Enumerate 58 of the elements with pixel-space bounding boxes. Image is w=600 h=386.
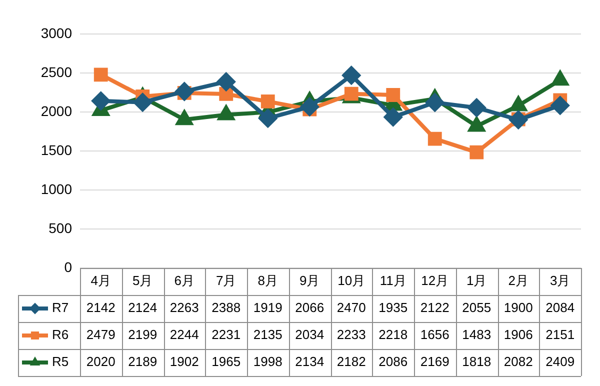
data-label: 2086 xyxy=(378,354,408,370)
data-label: 2409 xyxy=(546,354,575,370)
legend-label: R5 xyxy=(52,354,69,370)
data-label: 2263 xyxy=(170,300,199,316)
x-tick-label: 12月 xyxy=(421,273,449,288)
data-label: 2189 xyxy=(128,354,158,370)
data-label: 1935 xyxy=(378,300,408,316)
y-tick-label: 2000 xyxy=(40,102,72,119)
x-tick-label: 4月 xyxy=(90,273,111,288)
data-label: 1902 xyxy=(170,354,199,370)
x-tick-label: 10月 xyxy=(338,273,366,288)
data-label: 2034 xyxy=(295,327,324,342)
data-label: 1818 xyxy=(462,354,492,370)
x-tick-label: 7月 xyxy=(216,273,236,288)
data-label: 1919 xyxy=(253,300,282,316)
data-label: 2066 xyxy=(295,300,324,316)
data-label: 2218 xyxy=(378,327,408,342)
y-tick-label: 1500 xyxy=(40,142,72,158)
data-label: 1998 xyxy=(253,354,282,370)
y-tick-label: 500 xyxy=(48,220,72,236)
data-label: 1656 xyxy=(420,327,450,342)
y-tick-label: 3000 xyxy=(40,24,72,41)
data-label: 1900 xyxy=(504,300,533,316)
x-tick-label: 5月 xyxy=(132,273,153,288)
x-tick-label: 9月 xyxy=(300,273,320,288)
x-tick-label: 3月 xyxy=(550,273,570,288)
data-label: 2135 xyxy=(253,327,282,342)
data-label: 2142 xyxy=(86,300,116,316)
data-label: 2084 xyxy=(546,300,575,316)
data-label: 2233 xyxy=(336,327,366,342)
data-label: 2055 xyxy=(462,300,492,316)
data-label: 2479 xyxy=(86,327,116,342)
data-label: 1906 xyxy=(504,327,533,342)
y-tick-label: 1000 xyxy=(40,180,72,197)
data-label: 2134 xyxy=(295,354,324,370)
x-tick-label: 2月 xyxy=(508,273,528,288)
data-label: 2182 xyxy=(336,354,366,370)
legend-label: R7 xyxy=(52,300,69,316)
data-label: 2388 xyxy=(212,300,241,316)
data-label: 2151 xyxy=(546,327,575,342)
y-tick-label: 0 xyxy=(64,258,72,275)
data-label: 2082 xyxy=(504,354,533,370)
data-label: 2122 xyxy=(420,300,450,316)
data-label: 2244 xyxy=(170,327,199,342)
x-tick-label: 8月 xyxy=(258,273,278,288)
data-label: 1483 xyxy=(462,327,492,342)
data-label: 1965 xyxy=(212,354,241,370)
data-label: 2020 xyxy=(86,354,116,370)
data-label: 2169 xyxy=(420,354,450,370)
data-label: 2470 xyxy=(336,300,366,316)
data-label: 2199 xyxy=(128,327,158,342)
x-tick-label: 11月 xyxy=(380,273,406,288)
data-label: 2231 xyxy=(212,327,241,342)
data-label: 2124 xyxy=(128,300,158,316)
y-tick-label: 2500 xyxy=(40,64,72,80)
x-tick-label: 6月 xyxy=(174,273,194,288)
legend-label: R6 xyxy=(52,327,69,342)
x-tick-label: 1月 xyxy=(466,273,487,288)
